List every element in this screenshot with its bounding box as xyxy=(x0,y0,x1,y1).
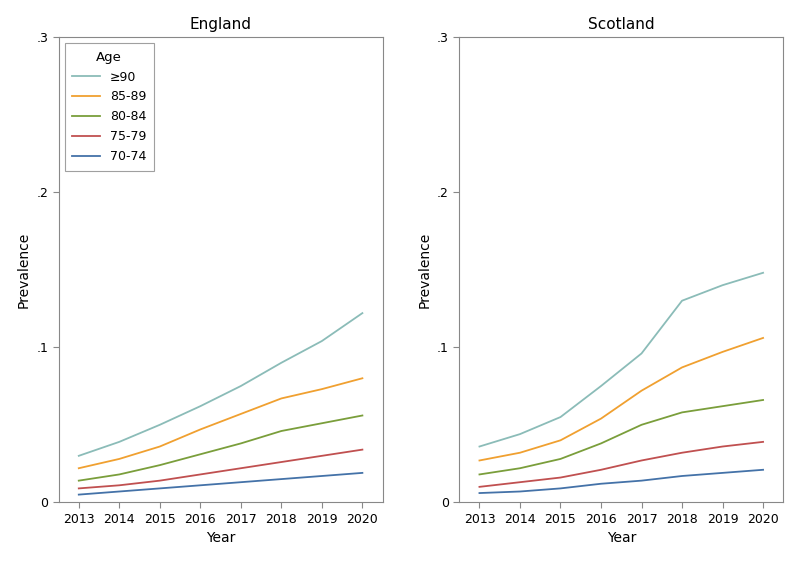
Legend: ≥90, 85-89, 80-84, 75-79, 70-74: ≥90, 85-89, 80-84, 75-79, 70-74 xyxy=(65,43,154,171)
Y-axis label: Prevalence: Prevalence xyxy=(17,232,30,308)
Title: England: England xyxy=(190,17,251,31)
X-axis label: Year: Year xyxy=(606,531,636,545)
Title: Scotland: Scotland xyxy=(588,17,654,31)
X-axis label: Year: Year xyxy=(206,531,235,545)
Y-axis label: Prevalence: Prevalence xyxy=(418,232,431,308)
